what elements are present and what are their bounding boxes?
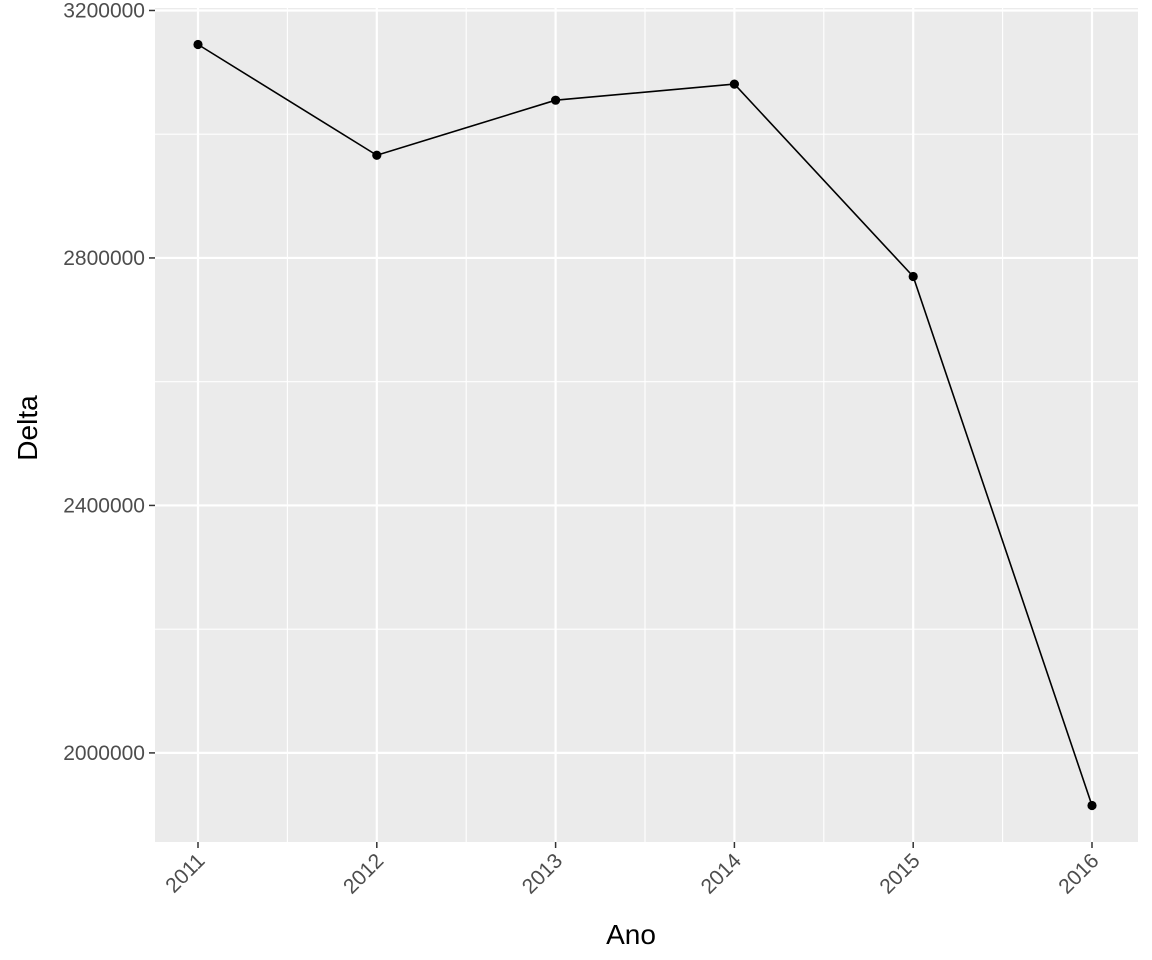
data-point: [372, 150, 382, 160]
y-tick-label: 2400000: [63, 494, 145, 517]
data-point: [193, 39, 203, 50]
data-point: [551, 95, 561, 105]
y-axis-title: Delta: [12, 395, 43, 461]
x-tick-label: 2011: [161, 849, 209, 897]
grid-lines: [155, 8, 1138, 842]
series-layer: [193, 39, 1097, 811]
x-tick-label: 2016: [1054, 849, 1103, 898]
x-tick-label: 2014: [697, 849, 747, 899]
data-point: [1087, 800, 1097, 811]
data-point: [908, 271, 918, 282]
plot-panel: [155, 8, 1138, 842]
x-axis-title: Ano: [606, 919, 656, 950]
x-tick-label: 2013: [518, 849, 567, 898]
data-point: [729, 79, 740, 89]
y-tick-label: 2000000: [63, 742, 145, 765]
x-tick-label: 2015: [875, 849, 924, 898]
x-tick-label: 2012: [339, 849, 388, 898]
axes: [149, 9, 1093, 848]
y-tick-label: 3200000: [63, 0, 145, 22]
y-tick-label: 2800000: [63, 247, 145, 270]
series-line: [197, 43, 1093, 806]
